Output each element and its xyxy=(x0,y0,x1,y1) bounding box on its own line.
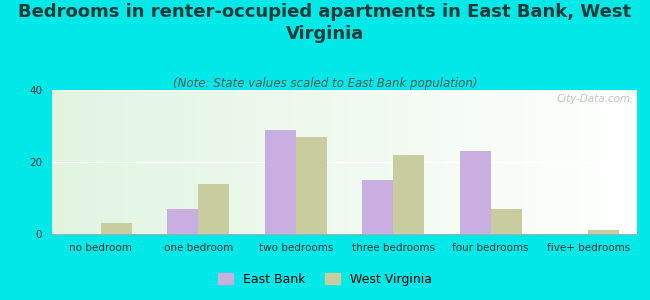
Bar xyxy=(588,230,619,234)
Text: (Note: State values scaled to East Bank population): (Note: State values scaled to East Bank … xyxy=(173,76,477,89)
Bar xyxy=(296,137,327,234)
Bar xyxy=(362,180,393,234)
Bar xyxy=(393,155,424,234)
Legend: East Bank, West Virginia: East Bank, West Virginia xyxy=(213,268,437,291)
Bar xyxy=(265,130,296,234)
Bar xyxy=(101,223,132,234)
Text: City-Data.com: City-Data.com xyxy=(557,94,631,104)
Bar xyxy=(460,151,491,234)
Bar xyxy=(167,209,198,234)
Bar xyxy=(491,209,522,234)
Bar xyxy=(198,184,229,234)
Text: Bedrooms in renter-occupied apartments in East Bank, West
Virginia: Bedrooms in renter-occupied apartments i… xyxy=(18,3,632,43)
